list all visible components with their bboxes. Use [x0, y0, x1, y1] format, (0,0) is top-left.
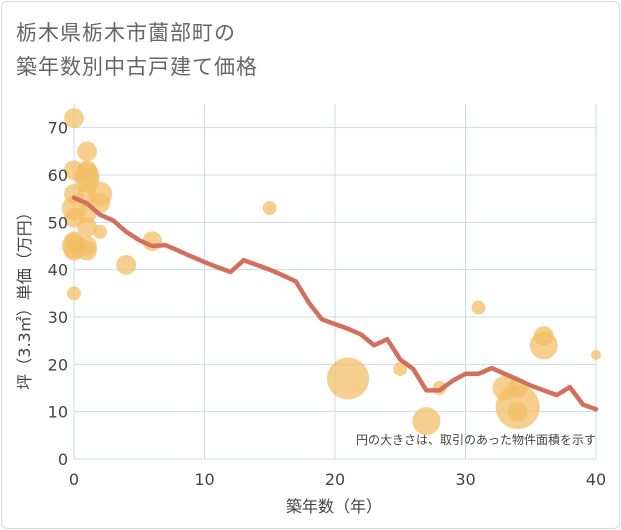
- y-tick-label: 70: [48, 119, 68, 138]
- scatter-point: [77, 160, 97, 181]
- scatter-point: [93, 224, 108, 239]
- x-tick-label: 30: [455, 470, 475, 489]
- scatter-point: [507, 401, 528, 422]
- scatter-point: [533, 326, 554, 346]
- scatter-point: [67, 286, 81, 301]
- chart-title: 栃木県栃木市薗部町の 築年数別中古戸建て価格: [16, 16, 258, 84]
- scatter-point: [262, 201, 277, 216]
- y-tick-label: 40: [48, 261, 68, 280]
- scatter-point: [77, 240, 97, 261]
- scatter-point: [591, 349, 601, 360]
- scatter-point: [116, 255, 137, 275]
- grid-lines: [73, 104, 597, 460]
- y-tick-label: 30: [48, 308, 68, 327]
- x-tick-label: 20: [325, 470, 345, 489]
- trend-series: [71, 195, 599, 412]
- chart-title-line2: 築年数別中古戸建て価格: [16, 55, 258, 79]
- scatter-point: [77, 217, 97, 237]
- y-axis-title: 坪（3.3㎡）単価（万円）: [15, 204, 34, 389]
- y-tick-label: 50: [48, 213, 68, 232]
- x-tick-label: 0: [69, 470, 79, 489]
- trend-line: [71, 195, 599, 412]
- scatter-point: [412, 407, 441, 436]
- y-tick-label: 60: [48, 166, 68, 185]
- bubble-series: [61, 108, 601, 436]
- x-tick-label: 10: [194, 470, 214, 489]
- scatter-point: [64, 108, 84, 129]
- y-tick-label: 10: [48, 403, 68, 422]
- y-tick-label: 0: [58, 450, 68, 469]
- scatter-point: [393, 362, 408, 377]
- scatter-point: [77, 141, 97, 162]
- axis-ticks: 0 10 20 30 40 0 10 20 30 40 50 60 70: [48, 119, 607, 489]
- scatter-point: [327, 357, 370, 400]
- x-tick-label: 40: [586, 470, 606, 489]
- x-axis-title: 築年数（年）: [286, 497, 382, 516]
- scatter-point: [471, 300, 486, 315]
- bubble-size-note: 円の大きさは、取引のあった物件面積を示す: [356, 432, 596, 447]
- y-tick-label: 20: [48, 355, 68, 374]
- chart-title-line1: 栃木県栃木市薗部町の: [16, 21, 236, 45]
